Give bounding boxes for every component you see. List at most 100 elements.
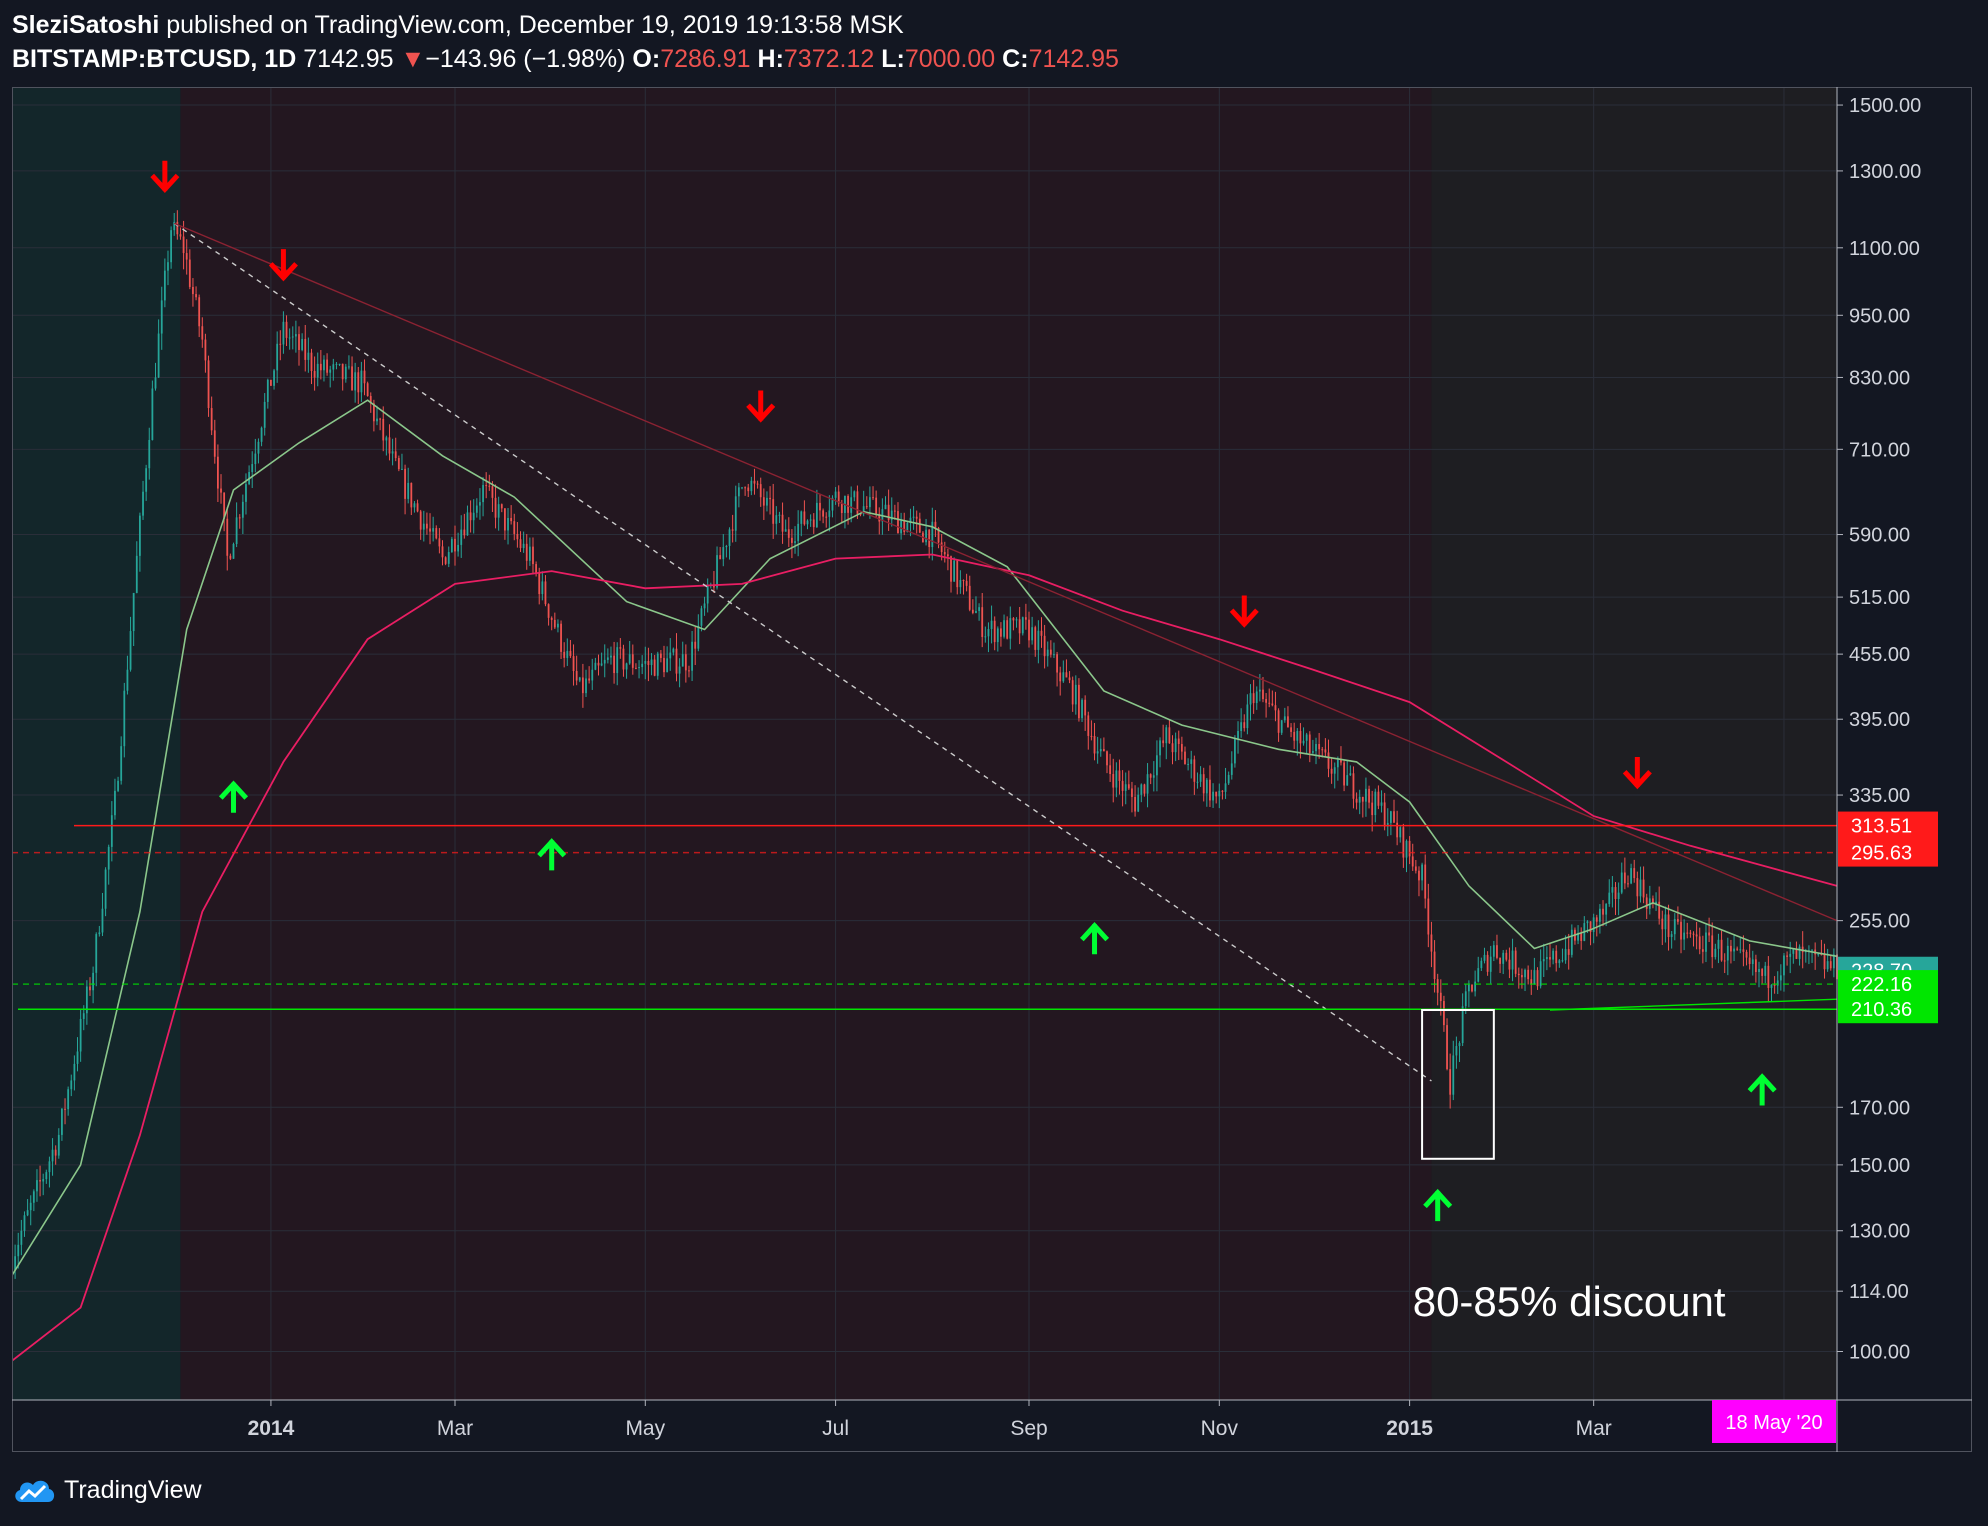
candle-body	[547, 604, 550, 618]
candle-body	[407, 482, 410, 499]
candle-body	[316, 363, 319, 378]
candle-body	[369, 396, 372, 404]
candle-body	[759, 484, 762, 498]
x-tick-label: Sep	[1010, 1417, 1047, 1440]
candle-body	[70, 1080, 73, 1090]
candle-body	[1636, 878, 1639, 897]
candle-body	[1711, 935, 1714, 958]
candle-body	[1605, 903, 1608, 915]
candle-body	[154, 377, 157, 389]
candle-body	[394, 451, 397, 459]
y-tick-label: 150.00	[1849, 1155, 1910, 1177]
open-value: 7286.91	[660, 45, 751, 73]
candle-body	[1046, 649, 1049, 657]
candle-body	[1240, 722, 1243, 732]
candle-body	[79, 1018, 82, 1052]
candle-body	[803, 511, 806, 525]
candle-body	[1352, 773, 1355, 799]
candle-body	[1081, 699, 1083, 719]
candle-body	[167, 262, 169, 271]
y-tick-label: 170.00	[1849, 1097, 1910, 1119]
candle-body	[1274, 705, 1277, 711]
candle-body	[1455, 1046, 1458, 1056]
candle-body	[943, 552, 946, 555]
candle-body	[1196, 781, 1199, 783]
candle-body	[351, 366, 353, 391]
candle-body	[1496, 945, 1498, 958]
price-level-badge-label: 295.63	[1851, 843, 1912, 865]
candle-body	[1521, 975, 1523, 978]
candle-body	[17, 1244, 20, 1257]
candle-body	[722, 547, 725, 560]
price-chart[interactable]: 80-85% discount 1500.00 1300.00 1100.00 950.…	[11, 87, 1972, 1452]
candle-body	[36, 1180, 38, 1192]
candle-body	[1627, 883, 1629, 885]
candle-body	[1736, 948, 1739, 950]
candle-body	[1361, 796, 1364, 802]
candle-body	[869, 497, 871, 508]
candle-body	[435, 528, 438, 539]
candle-body	[1018, 619, 1021, 634]
candle-body	[241, 501, 244, 518]
candle-body	[304, 338, 307, 360]
candle-body	[606, 657, 609, 660]
candle-body	[204, 339, 207, 361]
candle-body	[276, 343, 279, 371]
candle-body	[984, 636, 987, 638]
candle-body	[89, 986, 91, 991]
candle-body	[366, 383, 369, 397]
candle-body	[57, 1134, 60, 1156]
candle-body	[1324, 749, 1327, 753]
candle-body	[1630, 868, 1633, 884]
candle-body	[1071, 680, 1074, 705]
y-tick-label: 395.00	[1849, 709, 1910, 731]
candle-body	[681, 654, 684, 667]
candle-body	[669, 652, 672, 659]
candle-body	[747, 487, 750, 492]
candle-body	[1505, 952, 1508, 960]
candle-body	[538, 573, 541, 595]
candle-body	[1258, 689, 1261, 692]
candle-body	[1389, 811, 1392, 823]
candle-body	[872, 497, 874, 499]
candle-body	[1227, 774, 1230, 784]
author-name[interactable]: SleziSatoshi	[12, 11, 160, 39]
candle-body	[1374, 791, 1377, 816]
candle-body	[48, 1161, 51, 1173]
candle-body	[1826, 961, 1829, 970]
candle-body	[1205, 779, 1208, 794]
candle-body	[160, 300, 163, 334]
candle-body	[1570, 929, 1573, 955]
candle-body	[1433, 951, 1436, 980]
change-down-icon: ▼	[400, 45, 426, 73]
symbol-label[interactable]: BITSTAMP:BTCUSD, 1D	[12, 45, 297, 73]
candle-body	[360, 370, 363, 393]
candle-body	[756, 483, 759, 485]
candle-body	[1608, 892, 1611, 904]
candle-body	[282, 321, 285, 345]
candle-body	[1545, 957, 1548, 960]
candle-body	[151, 388, 154, 440]
candle-body	[1508, 959, 1511, 970]
x-tick-label: Mar	[1576, 1417, 1612, 1440]
candle-body	[959, 580, 962, 588]
candle-body	[987, 629, 990, 637]
candle-body	[29, 1202, 32, 1211]
candle-body	[535, 564, 538, 574]
candle-body	[893, 510, 896, 512]
tradingview-cloud-icon[interactable]	[12, 1475, 56, 1505]
candle-body	[610, 655, 612, 658]
tradingview-brand[interactable]: TradingView	[64, 1475, 202, 1504]
chart-area[interactable]: 80-85% discount 1500.00 1300.00 1100.00 950.…	[11, 87, 1972, 1452]
candle-body	[1015, 619, 1018, 621]
candle-body	[1190, 759, 1193, 764]
candle-body	[223, 492, 226, 519]
candle-body	[1177, 738, 1180, 745]
candle-body	[426, 523, 428, 529]
y-tick-label: 100.00	[1849, 1342, 1910, 1364]
candle-body	[207, 360, 210, 409]
candle-body	[1146, 774, 1149, 794]
candle-body	[1093, 736, 1096, 754]
candle-body	[157, 333, 160, 378]
price-change: −143.96 (−1.98%)	[425, 45, 626, 73]
